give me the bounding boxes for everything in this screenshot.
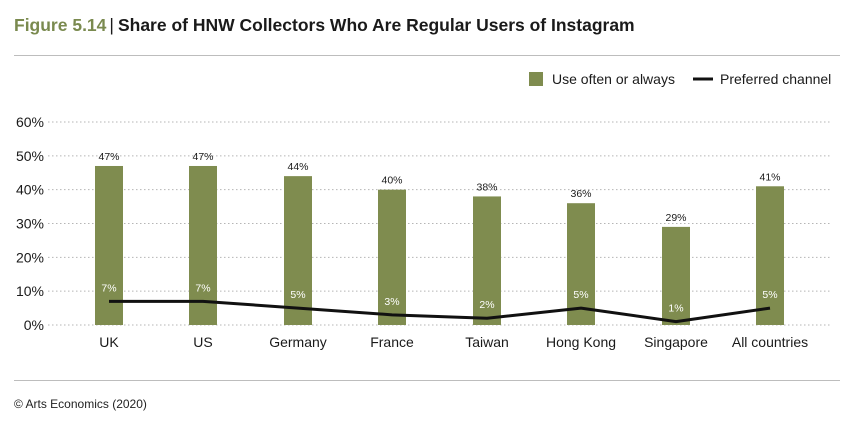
line-value-label: 5% <box>290 289 305 301</box>
line-value-label: 3% <box>384 296 399 308</box>
line-value-label: 2% <box>479 299 494 311</box>
bar-singapore <box>662 226 690 325</box>
x-category-label: France <box>370 334 414 350</box>
x-category-label: Singapore <box>644 334 708 350</box>
bar-value-label: 47% <box>192 151 213 163</box>
y-tick-label: 0% <box>24 317 44 333</box>
y-tick-label: 60% <box>16 114 44 130</box>
bar-taiwan <box>473 196 501 325</box>
bar-us <box>189 165 217 325</box>
title-text: Share of HNW Collectors Who Are Regular … <box>117 15 635 35</box>
y-tick-label: 50% <box>16 148 44 164</box>
bar-value-label: 40% <box>381 175 402 187</box>
x-category-label: US <box>193 334 212 350</box>
bar-france <box>378 189 406 325</box>
line-value-label: 5% <box>762 289 777 301</box>
preferred-channel-line <box>109 299 771 324</box>
bottom-divider <box>14 380 840 381</box>
y-tick-label: 20% <box>16 249 44 265</box>
bar-germany <box>284 176 312 325</box>
legend-line-label: Preferred channel <box>720 71 831 87</box>
line-value-label: 5% <box>573 289 588 301</box>
bar-uk <box>95 165 123 325</box>
x-category-label: Taiwan <box>465 334 509 350</box>
figure-label: Figure 5.14 <box>14 15 107 35</box>
y-tick-label: 30% <box>16 216 44 232</box>
line-value-label: 7% <box>195 282 210 294</box>
legend-bar-swatch <box>529 72 543 86</box>
y-tick-label: 40% <box>16 182 44 198</box>
bar-value-label: 47% <box>98 151 119 163</box>
y-tick-label: 10% <box>16 283 44 299</box>
bar-value-label: 36% <box>570 188 591 200</box>
legend-bar-label: Use often or always <box>552 71 675 87</box>
bar-hong-kong <box>567 203 595 325</box>
bar-line-chart: 0% 10% 20% 30% 40% 50% 60% 47% 47% 44% 40% 38% 36% 29… <box>16 71 831 350</box>
title-separator: | <box>109 15 114 35</box>
bar-all-countries <box>756 186 784 325</box>
top-divider <box>14 55 840 56</box>
x-category-label: All countries <box>732 334 808 350</box>
bar-value-label: 41% <box>759 171 780 183</box>
x-category-label: Germany <box>269 334 327 350</box>
x-category-label: Hong Kong <box>546 334 616 350</box>
bar-value-label: 29% <box>665 212 686 224</box>
line-value-label: 7% <box>101 282 116 294</box>
bar-value-label: 44% <box>287 161 308 173</box>
chart-title: Figure 5.14 | Share of HNW Collectors Who … <box>14 15 635 36</box>
source-note: © Arts Economics (2020) <box>14 397 147 411</box>
line-value-label: 1% <box>668 303 683 315</box>
bar-value-label: 38% <box>476 181 497 193</box>
x-category-label: UK <box>99 334 119 350</box>
